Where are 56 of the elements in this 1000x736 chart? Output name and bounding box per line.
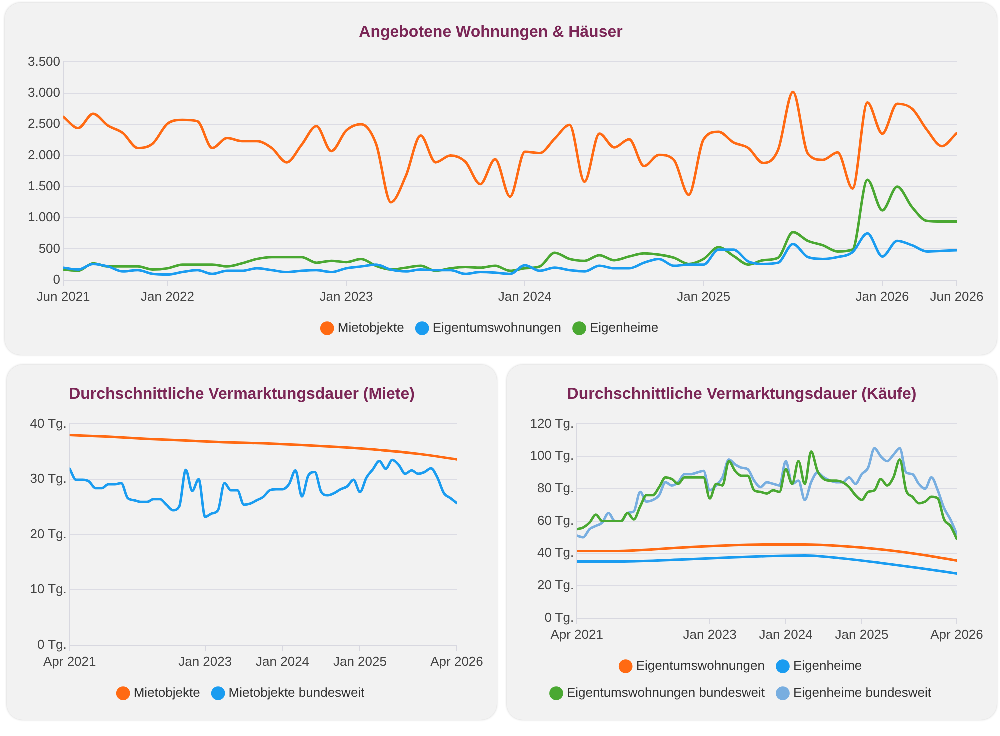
legend-label: Mietobjekte (134, 685, 200, 700)
chart-title: Durchschnittliche Vermarktungsdauer (Miete) (69, 386, 415, 404)
y-tick-label: 500 (38, 240, 61, 256)
x-tick-label: Apr 2026 (430, 654, 484, 669)
y-tick-label: 100 Tg. (530, 448, 574, 464)
x-tick-label: Apr 2026 (930, 626, 984, 642)
legend-label: Eigenheime (590, 320, 659, 336)
x-tick-label: Jan 2023 (683, 626, 737, 642)
legend-label: Eigenheime bundesweit (793, 685, 932, 700)
x-tick-label: Apr 2021 (550, 626, 604, 642)
y-tick-label: 1.000 (28, 210, 61, 225)
y-tick-label: 20 Tg. (30, 526, 67, 542)
y-tick-label: 0 (53, 272, 61, 287)
y-tick-label: 0 Tg. (544, 610, 574, 625)
x-tick-label: Jan 2024 (759, 626, 813, 642)
y-tick-label: 30 Tg. (30, 471, 67, 486)
x-tick-label: Jan 2023 (178, 654, 232, 669)
x-tick-label: Apr 2021 (43, 654, 96, 669)
chart-title: Durchschnittliche Vermarktungsdauer (Käufe) (567, 386, 917, 404)
x-tick-label: Jun 2026 (930, 288, 984, 304)
x-tick-label: Jan 2024 (256, 654, 310, 669)
x-tick-label: Jan 2026 (856, 288, 910, 304)
y-tick-label: 60 Tg. (537, 512, 574, 528)
y-tick-label: 20 Tg. (537, 578, 574, 593)
x-tick-label: Jan 2025 (333, 654, 387, 669)
y-tick-label: 3.000 (28, 84, 61, 100)
legend-label: Eigentumswohnungen bundesweit (566, 685, 766, 700)
legend-label: Eigentumswohnungen (636, 658, 766, 674)
y-tick-label: 40 Tg. (30, 416, 67, 431)
y-tick-label: 120 Tg. (530, 416, 574, 431)
y-tick-label: 1.500 (28, 178, 61, 194)
y-tick-label: 2.000 (28, 147, 61, 162)
line-series (577, 554, 957, 575)
chart-title: Angebotene Wohnungen & Häuser (359, 24, 623, 42)
line-series (70, 434, 457, 461)
y-tick-label: 2.500 (28, 116, 61, 132)
legend-label: Eigentumswohnungen (432, 320, 562, 336)
x-tick-label: Jan 2024 (498, 288, 552, 304)
x-tick-label: Jan 2025 (835, 626, 889, 642)
line-series (64, 178, 957, 272)
x-tick-label: Jun 2021 (36, 288, 90, 304)
legend-label: Mietobjekte bundesweit (228, 685, 366, 700)
y-tick-label: 80 Tg. (537, 480, 574, 496)
x-tick-label: Jan 2023 (320, 288, 374, 304)
line-series (577, 544, 957, 562)
line-series (64, 90, 957, 204)
line-series (70, 458, 457, 518)
x-tick-label: Jan 2025 (677, 288, 731, 304)
line-series (64, 232, 957, 276)
y-tick-label: 3.500 (28, 54, 61, 69)
y-tick-label: 0 Tg. (37, 636, 67, 652)
y-tick-label: 10 Tg. (30, 582, 67, 597)
x-tick-label: Jan 2022 (141, 288, 195, 304)
legend-label: Mietobjekte (338, 320, 404, 336)
y-tick-label: 40 Tg. (537, 545, 574, 560)
legend-label: Eigenheime (793, 658, 862, 674)
